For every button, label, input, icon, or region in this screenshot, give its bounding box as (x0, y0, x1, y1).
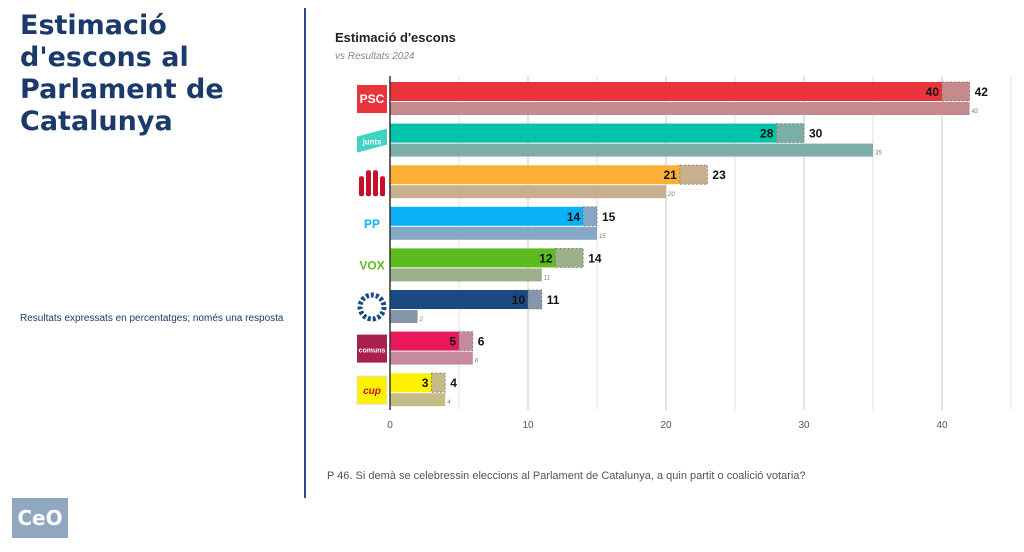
label-min: 14 (567, 210, 581, 224)
party-logo-text: comuns (359, 348, 386, 355)
erc-logo-stripe (373, 170, 378, 197)
chart-title: Estimació d'escons (335, 30, 456, 45)
party-logo-text: cup (363, 386, 381, 397)
label-result: 15 (599, 234, 606, 240)
label-max: 42 (975, 85, 989, 99)
bar-estimate-0 (390, 82, 942, 101)
bar-result-6 (390, 351, 473, 365)
x-tick-label: 0 (387, 420, 393, 431)
label-min: 3 (422, 376, 429, 390)
aliança-logo (357, 292, 387, 322)
label-max: 15 (602, 210, 616, 224)
bar-result-1 (390, 143, 873, 157)
erc-logo-stripe (366, 170, 371, 197)
bar-result-7 (390, 393, 446, 407)
erc-logo-stripe (380, 176, 385, 197)
x-tick-label: 30 (798, 420, 810, 431)
label-min: 10 (512, 293, 526, 307)
bar-range-6 (458, 331, 474, 352)
erc-logo-stripe (359, 176, 364, 197)
bar-estimate-7 (390, 373, 432, 393)
bar-range-1 (776, 123, 805, 143)
survey-question: P 46. Si demà se celebressin eleccions a… (327, 470, 806, 482)
bar-estimate-6 (390, 331, 459, 351)
label-max: 14 (588, 251, 602, 265)
party-logo-text: PP (364, 217, 380, 231)
bar-range-0 (941, 81, 971, 102)
label-max: 30 (809, 127, 823, 141)
bar-range-7 (430, 372, 446, 393)
bar-estimate-1 (390, 123, 777, 143)
bar-result-4 (390, 268, 542, 282)
junts-logo (357, 128, 387, 153)
bar-result-3 (390, 226, 597, 240)
x-tick-label: 40 (936, 420, 948, 431)
bar-range-5 (527, 289, 543, 310)
label-result: 20 (667, 192, 675, 198)
x-tick-label: 10 (522, 420, 534, 431)
divider (304, 8, 306, 498)
label-min: 5 (449, 335, 456, 349)
bar-estimate-5 (390, 290, 528, 309)
bar-estimate-4 (390, 248, 556, 268)
label-result: 2 (419, 317, 424, 323)
label-result: 35 (875, 151, 882, 157)
bar-result-2 (390, 185, 666, 199)
party-logo-text: PSC (360, 92, 385, 106)
label-min: 40 (926, 85, 940, 99)
footnote: Resultats expressats en percentatges; no… (20, 313, 284, 324)
label-max: 6 (478, 335, 485, 349)
label-max: 4 (450, 376, 457, 390)
label-result: 11 (544, 275, 550, 281)
bar-result-5 (390, 310, 418, 323)
bar-range-4 (555, 247, 584, 268)
party-logo-text: VOX (359, 258, 384, 272)
label-min: 28 (760, 127, 774, 141)
label-max: 23 (712, 168, 726, 182)
chart-subtitle: vs Resultats 2024 (335, 51, 415, 62)
bar-result-0 (390, 102, 970, 115)
label-min: 21 (663, 168, 677, 182)
label-min: 12 (539, 251, 553, 265)
bar-estimate-3 (390, 206, 584, 226)
x-tick-label: 20 (660, 420, 672, 431)
party-logo-text: junts (361, 138, 382, 147)
comuns-logo (357, 334, 387, 363)
bar-range-3 (582, 206, 598, 227)
label-result: 4 (447, 400, 451, 406)
ceo-logo: CeO (12, 498, 68, 538)
label-result: 6 (475, 359, 479, 365)
cup-logo (356, 375, 388, 405)
psc-logo (357, 85, 387, 113)
label-max: 11 (547, 293, 560, 307)
bar-estimate-2 (390, 165, 680, 185)
label-result: 42 (972, 109, 979, 115)
page-title: Estimació d'escons al Parlament de Catal… (20, 10, 224, 137)
bar-range-2 (679, 164, 708, 185)
